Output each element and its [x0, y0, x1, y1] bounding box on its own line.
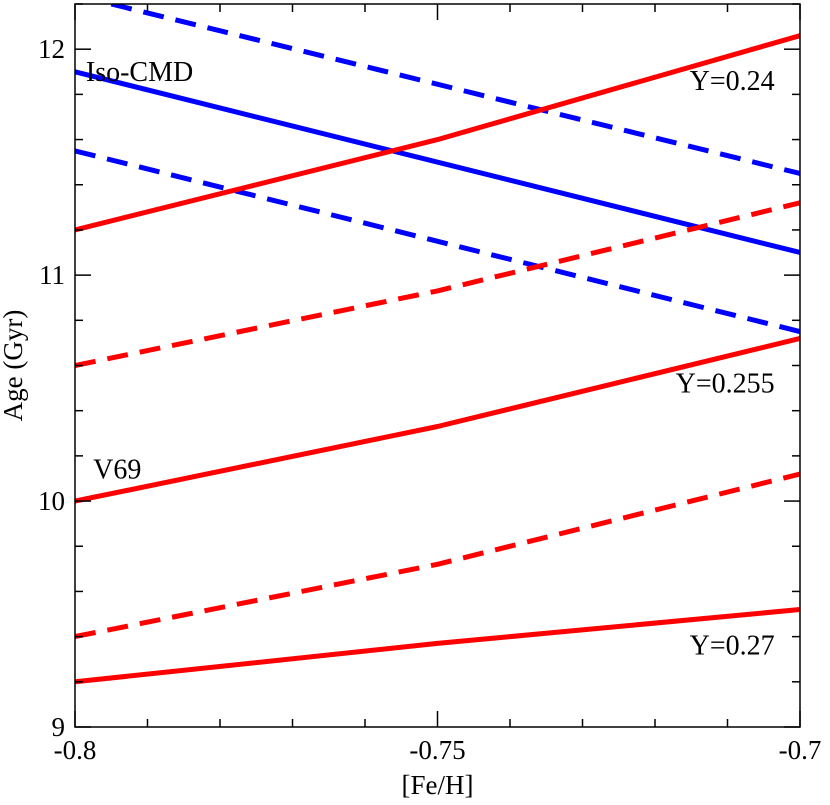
x-axis-title: [Fe/H]	[402, 770, 474, 800]
y-tick-label: 9	[52, 712, 66, 742]
annotation-iso-cmd: Iso-CMD	[86, 57, 193, 88]
annotation-y-0-255: Y=0.255	[676, 369, 775, 400]
series-line-y-0-255-y-0-27-intermediate	[75, 471, 800, 640]
series-line-y-0-255	[75, 335, 800, 504]
annotation-y-0-24: Y=0.24	[690, 66, 775, 97]
y-axis-title: Age (Gyr)	[0, 310, 28, 422]
annotation-y-0-27: Y=0.27	[690, 631, 775, 662]
y-tick-label: 11	[39, 260, 65, 290]
series-layer	[75, 4, 800, 685]
series-line-y-0-27	[75, 607, 800, 685]
series-line-iso-cmd-lower-bound	[75, 148, 800, 335]
y-tick-label: 12	[38, 34, 65, 64]
series-line-y-0-24	[75, 33, 800, 233]
series-line-y-0-24-y-0-255-intermediate	[75, 200, 800, 368]
series-line-iso-cmd-upper-bound	[110, 4, 800, 176]
annotation-v69: V69	[93, 454, 141, 485]
annotation-layer: Iso-CMD Y=0.24 Y=0.255 V69 Y=0.27	[86, 57, 775, 662]
plot-frame	[74, 3, 801, 728]
series-line-iso-cmd	[75, 69, 800, 255]
y-tick-label: 10	[38, 486, 65, 516]
x-tick-label: -0.8	[54, 735, 97, 765]
x-tick-label: -0.7	[779, 735, 822, 765]
x-tick-label: -0.75	[409, 735, 465, 765]
